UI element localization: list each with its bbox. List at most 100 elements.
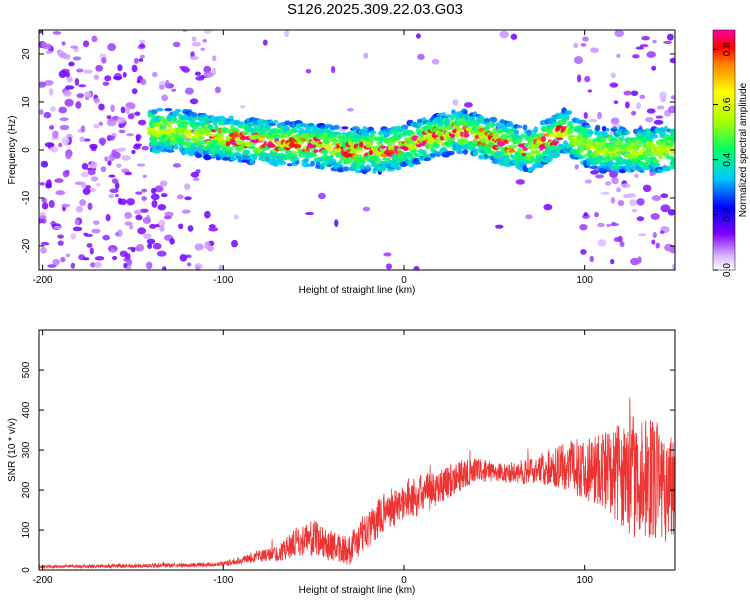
spectrogram-cell <box>176 194 184 200</box>
spectrogram-cell <box>126 198 135 206</box>
spectrogram-cell <box>143 233 152 240</box>
spectrogram-cell <box>127 113 135 120</box>
spectrogram-cell <box>191 112 198 118</box>
spectrogram-cell <box>472 150 478 156</box>
spectrogram-cell <box>183 123 188 129</box>
spectrogram-cell <box>157 204 167 211</box>
spectrogram-cell <box>70 233 77 240</box>
spectrogram-cell <box>583 212 588 217</box>
spectrogram-cell <box>316 143 325 149</box>
spectrogram-cell <box>110 248 116 253</box>
spectrogram-cell <box>207 124 214 130</box>
spectrogram-cell <box>202 149 210 156</box>
spectrogram-cell <box>371 154 380 160</box>
spectrogram-cell <box>543 203 553 211</box>
spectrogram-cell <box>516 125 523 129</box>
spectrogram-cell <box>208 227 219 232</box>
spectrogram-cell <box>576 74 582 83</box>
spectrogram-cell <box>100 166 107 173</box>
x-tick-label: 100 <box>576 275 593 286</box>
spectrogram-cell <box>613 236 621 243</box>
spectrogram-cell <box>636 216 645 222</box>
spectrogram-cell <box>616 187 621 193</box>
spectrogram-cell <box>499 135 509 140</box>
spectrogram-cell <box>59 124 70 131</box>
snr-panel: -200 -100 0 100 0 100 200 300 400 500 Height of s… <box>7 329 676 596</box>
spectrogram-cell <box>660 193 669 199</box>
spectrogram-cell <box>135 134 141 142</box>
spectrogram-cell <box>83 69 93 74</box>
spectrogram-cell <box>621 183 631 189</box>
spectrogram-cell <box>258 137 266 142</box>
spectrogram-cell <box>160 193 168 198</box>
spectrogram-cell <box>202 39 207 43</box>
spectrogram-cell <box>168 146 173 151</box>
spectrogram-cell <box>58 70 67 78</box>
spectrogram-cell <box>72 226 83 232</box>
colorbar-gradient <box>712 29 736 271</box>
spectrogram-cell <box>475 122 480 127</box>
spectrogram-cell <box>94 256 105 261</box>
snr-xlabel: Height of straight line (km) <box>299 585 416 596</box>
spectrogram-cell <box>193 177 200 182</box>
spectrogram-cell <box>596 155 605 161</box>
spectrogram-cell <box>430 139 438 143</box>
spectrogram-cell <box>85 185 91 189</box>
spectrogram-cell <box>548 132 556 138</box>
spectrogram-cell <box>313 149 319 153</box>
spectrogram-cell <box>65 253 71 258</box>
spectrogram-cell <box>169 120 177 124</box>
spectrogram-cell <box>413 265 420 270</box>
spectrogram-cell <box>533 126 539 133</box>
spectrogram-cell <box>324 124 333 128</box>
spectrogram-cell <box>183 121 191 125</box>
spectrogram-cell <box>502 152 509 156</box>
spectrogram-cell <box>120 106 126 114</box>
spectrogram-cell <box>367 136 375 143</box>
spectrogram-cell <box>194 263 203 270</box>
spectrogram-cell <box>184 129 192 135</box>
spectrogram-cell <box>594 124 601 132</box>
spectrogram-cell <box>39 109 44 115</box>
spectrogram-cell <box>515 179 526 185</box>
spectrogram-cell <box>302 158 310 162</box>
spectrogram-cell <box>70 262 76 269</box>
spectrogram-cell <box>108 174 116 178</box>
spectrogram-cell <box>412 161 421 165</box>
spectrogram-cell <box>652 39 657 44</box>
colorbar: 0.0 0.2 0.4 0.6 0.8 Normalized spectral ampl… <box>712 29 749 277</box>
spectrogram-cell <box>625 130 631 135</box>
spectrogram-cell <box>667 209 675 216</box>
spectrogram-cell <box>110 104 115 113</box>
spectrogram-cell <box>639 94 646 99</box>
spectrogram-cell <box>134 111 141 116</box>
colorbar-label: Normalized spectral amplitude <box>738 82 749 217</box>
spectrogram-cell <box>610 197 616 204</box>
spectrogram-cell <box>141 188 148 193</box>
spectrogram-cell <box>112 255 118 261</box>
spectrogram-cell <box>142 217 152 224</box>
spectrogram-cell <box>646 51 657 58</box>
spectrogram-cell <box>616 53 621 59</box>
spectrogram-cell <box>178 135 187 140</box>
spectrogram-cell <box>147 243 153 249</box>
spectrogram-cell <box>370 130 377 135</box>
spectrogram-cell <box>411 149 417 153</box>
spectrogram-cell <box>609 82 619 88</box>
spectrogram-cell <box>166 149 175 153</box>
spectrogram-cell <box>156 250 167 257</box>
spectrogram-cell <box>310 152 318 158</box>
spectrogram-cell <box>59 117 69 121</box>
spectrogram-cell <box>118 129 126 134</box>
spectrogram-cell <box>262 39 268 46</box>
spectrogram-cell <box>441 112 447 117</box>
spectrogram-cell <box>579 223 588 231</box>
spectrogram-cell <box>521 152 527 157</box>
spectrogram-cell <box>126 258 133 267</box>
spectrogram-cell <box>513 133 520 138</box>
spectrogram-cell <box>43 79 54 86</box>
spectrogram-cell <box>416 153 422 158</box>
spectrogram-cell <box>50 106 56 112</box>
spectrogram-cell <box>489 116 498 123</box>
spectrogram-cell <box>630 257 640 266</box>
